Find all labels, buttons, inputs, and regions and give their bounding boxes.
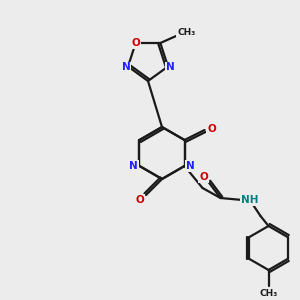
Text: N: N xyxy=(122,62,130,73)
Text: NH: NH xyxy=(241,195,258,205)
Text: O: O xyxy=(131,38,140,48)
Text: O: O xyxy=(207,124,216,134)
Text: CH₃: CH₃ xyxy=(260,289,278,298)
Text: O: O xyxy=(199,172,208,182)
Text: CH₃: CH₃ xyxy=(177,28,196,37)
Text: N: N xyxy=(129,161,138,171)
Text: N: N xyxy=(186,161,195,171)
Text: N: N xyxy=(166,62,174,73)
Text: O: O xyxy=(136,195,144,205)
